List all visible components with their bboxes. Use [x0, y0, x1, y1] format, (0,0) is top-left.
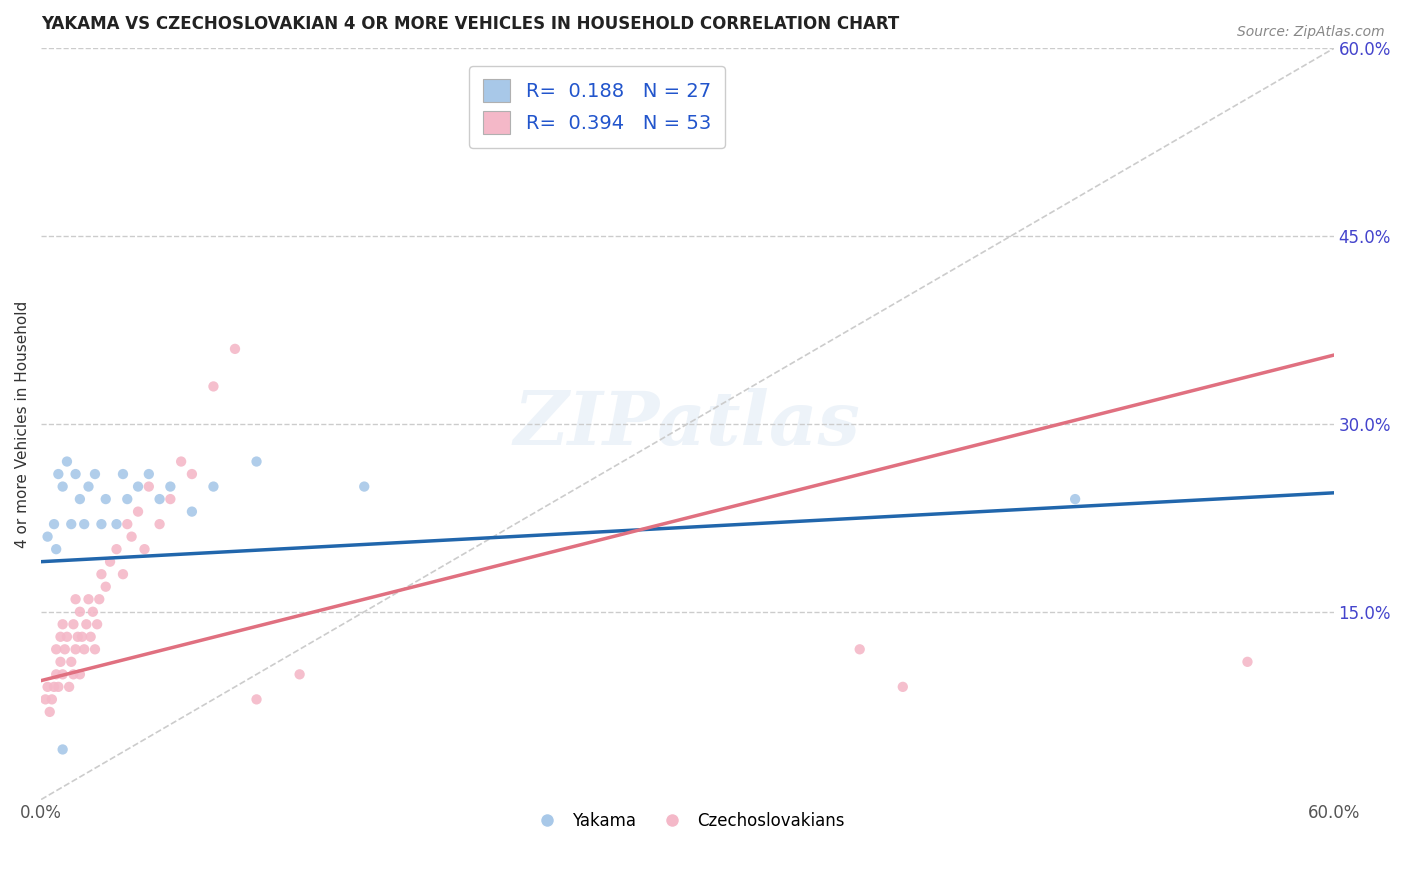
Point — [224, 342, 246, 356]
Point — [127, 505, 149, 519]
Point — [45, 667, 67, 681]
Point — [75, 617, 97, 632]
Point — [117, 517, 139, 532]
Point — [1236, 655, 1258, 669]
Legend: Yakama, Czechoslovakians: Yakama, Czechoslovakians — [523, 805, 852, 837]
Point — [202, 379, 225, 393]
Point — [46, 467, 69, 481]
Point — [45, 542, 67, 557]
Point — [111, 567, 134, 582]
Point — [69, 605, 91, 619]
Point — [1064, 492, 1087, 507]
Point — [891, 680, 914, 694]
Text: ZIPatlas: ZIPatlas — [515, 388, 860, 460]
Point — [77, 592, 100, 607]
Point — [848, 642, 870, 657]
Point — [53, 642, 76, 657]
Point — [84, 467, 107, 481]
Point — [42, 680, 65, 694]
Point — [127, 479, 149, 493]
Point — [69, 492, 91, 507]
Point — [52, 617, 75, 632]
Point — [159, 492, 181, 507]
Point — [94, 492, 117, 507]
Point — [37, 680, 59, 694]
Point — [52, 742, 75, 756]
Point — [56, 454, 79, 468]
Text: YAKAMA VS CZECHOSLOVAKIAN 4 OR MORE VEHICLES IN HOUSEHOLD CORRELATION CHART: YAKAMA VS CZECHOSLOVAKIAN 4 OR MORE VEHI… — [41, 15, 900, 33]
Point — [159, 479, 181, 493]
Point — [105, 517, 128, 532]
Point — [84, 642, 107, 657]
Point — [94, 580, 117, 594]
Point — [149, 492, 172, 507]
Point — [138, 467, 160, 481]
Point — [34, 692, 56, 706]
Point — [170, 454, 193, 468]
Point — [105, 542, 128, 557]
Point — [49, 655, 72, 669]
Point — [79, 630, 101, 644]
Point — [56, 630, 79, 644]
Point — [37, 530, 59, 544]
Point — [245, 692, 267, 706]
Point — [149, 517, 172, 532]
Point — [180, 505, 202, 519]
Point — [60, 517, 83, 532]
Point — [58, 680, 80, 694]
Point — [138, 479, 160, 493]
Point — [41, 692, 63, 706]
Point — [60, 655, 83, 669]
Point — [73, 642, 96, 657]
Point — [65, 642, 87, 657]
Point — [70, 630, 93, 644]
Point — [69, 667, 91, 681]
Point — [121, 530, 143, 544]
Text: Source: ZipAtlas.com: Source: ZipAtlas.com — [1237, 25, 1385, 39]
Point — [353, 479, 375, 493]
Point — [89, 592, 111, 607]
Point — [77, 479, 100, 493]
Point — [134, 542, 156, 557]
Point — [62, 617, 84, 632]
Point — [66, 630, 89, 644]
Point — [49, 630, 72, 644]
Point — [98, 555, 121, 569]
Point — [46, 680, 69, 694]
Point — [52, 479, 75, 493]
Point — [117, 492, 139, 507]
Point — [90, 567, 112, 582]
Y-axis label: 4 or more Vehicles in Household: 4 or more Vehicles in Household — [15, 301, 30, 548]
Point — [38, 705, 60, 719]
Point — [65, 467, 87, 481]
Point — [62, 667, 84, 681]
Point — [82, 605, 104, 619]
Point — [202, 479, 225, 493]
Point — [180, 467, 202, 481]
Point — [111, 467, 134, 481]
Point — [245, 454, 267, 468]
Point — [86, 617, 108, 632]
Point — [73, 517, 96, 532]
Point — [90, 517, 112, 532]
Point — [288, 667, 311, 681]
Point — [52, 667, 75, 681]
Point — [42, 517, 65, 532]
Point — [45, 642, 67, 657]
Point — [65, 592, 87, 607]
